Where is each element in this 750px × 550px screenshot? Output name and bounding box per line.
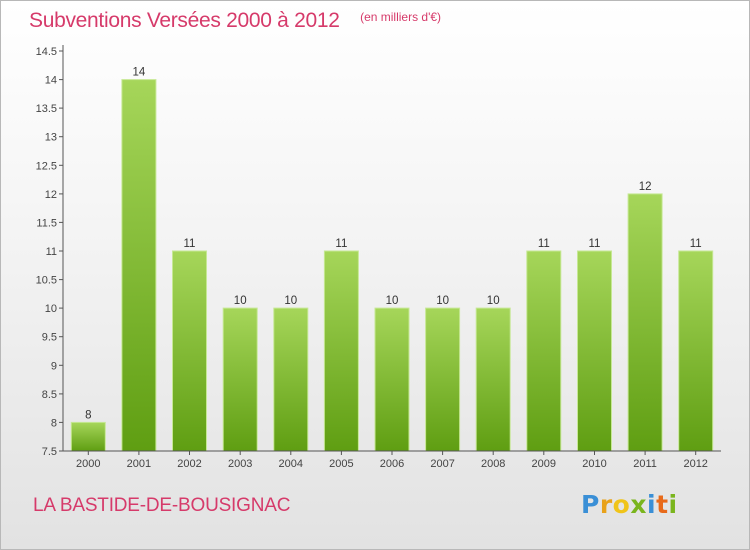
y-tick-label: 11 <box>46 246 57 258</box>
bar-2010 <box>577 250 612 452</box>
value-label-2007: 10 <box>436 295 449 307</box>
bar-2003 <box>222 307 258 452</box>
bar-2001 <box>121 79 157 452</box>
value-label-2002: 11 <box>184 238 196 250</box>
x-tick-label-2001: 2001 <box>127 458 151 470</box>
value-label-2003: 10 <box>234 295 247 307</box>
value-label-2011: 12 <box>639 181 652 193</box>
logo-letter: i <box>668 490 678 519</box>
y-tick-label: 9 <box>51 360 57 372</box>
x-tick-label-2005: 2005 <box>329 458 353 470</box>
logo-letter: t <box>656 490 669 519</box>
y-tick-label: 11.5 <box>36 217 57 229</box>
value-label-2010: 11 <box>589 238 601 250</box>
logo-letter: r <box>599 490 613 519</box>
value-label-2008: 10 <box>487 295 500 307</box>
y-tick-label: 14 <box>45 75 57 87</box>
logo-letter: o <box>612 490 631 519</box>
x-tick-label-2004: 2004 <box>279 458 303 470</box>
bar-2006 <box>374 307 410 452</box>
y-tick-label: 12.5 <box>36 160 57 172</box>
logo-letter: x <box>630 490 647 519</box>
y-tick-label: 12 <box>45 189 57 201</box>
x-tick-label-2012: 2012 <box>683 458 707 470</box>
bar-2007 <box>425 307 461 452</box>
y-tick-label: 13 <box>45 132 57 144</box>
x-tick-label-2009: 2009 <box>532 458 556 470</box>
value-label-2004: 10 <box>284 295 297 307</box>
value-label-2006: 10 <box>386 295 399 307</box>
x-tick-label-2010: 2010 <box>582 458 606 470</box>
title-row: Subventions Versées 2000 à 2012 (en mill… <box>29 9 441 33</box>
logo-letter: i <box>647 490 657 519</box>
y-tick-label: 8 <box>51 417 57 429</box>
value-label-2000: 8 <box>85 409 91 421</box>
chart-title: Subventions Versées 2000 à 2012 <box>29 9 340 32</box>
x-tick-label-2000: 2000 <box>76 458 100 470</box>
value-label-2005: 11 <box>335 238 347 250</box>
bar-2005 <box>323 250 359 452</box>
bar-2004 <box>273 307 309 452</box>
y-tick-label: 13.5 <box>36 103 57 115</box>
x-tick-label-2006: 2006 <box>380 458 404 470</box>
y-tick-label: 7.5 <box>42 446 57 458</box>
x-tick-label-2003: 2003 <box>228 458 252 470</box>
y-tick-label: 8.5 <box>42 389 57 401</box>
bar-2009 <box>526 250 562 452</box>
unit-label: (en milliers d'€) <box>360 10 442 24</box>
bar-2002 <box>172 250 207 452</box>
x-tick-label-2002: 2002 <box>177 458 201 470</box>
x-tick-label-2011: 2011 <box>633 458 657 470</box>
y-tick-label: 10 <box>45 303 57 315</box>
commune-name: LA BASTIDE-DE-BOUSIGNAC <box>33 495 291 516</box>
bar-2011 <box>627 193 663 452</box>
y-tick-label: 14.5 <box>36 46 57 58</box>
y-tick-label: 10.5 <box>36 275 57 287</box>
value-label-2009: 11 <box>538 238 550 250</box>
value-label-2001: 14 <box>133 67 146 79</box>
proxiti-logo: Proxiti <box>581 490 678 519</box>
bar-2012 <box>678 250 714 452</box>
value-label-2012: 11 <box>690 238 702 250</box>
bar-2000 <box>70 421 106 452</box>
bar-2008 <box>475 307 511 452</box>
x-tick-label-2007: 2007 <box>430 458 454 470</box>
y-tick-label: 9.5 <box>42 332 57 344</box>
logo-letter: P <box>581 490 600 519</box>
x-tick-label-2008: 2008 <box>481 458 505 470</box>
